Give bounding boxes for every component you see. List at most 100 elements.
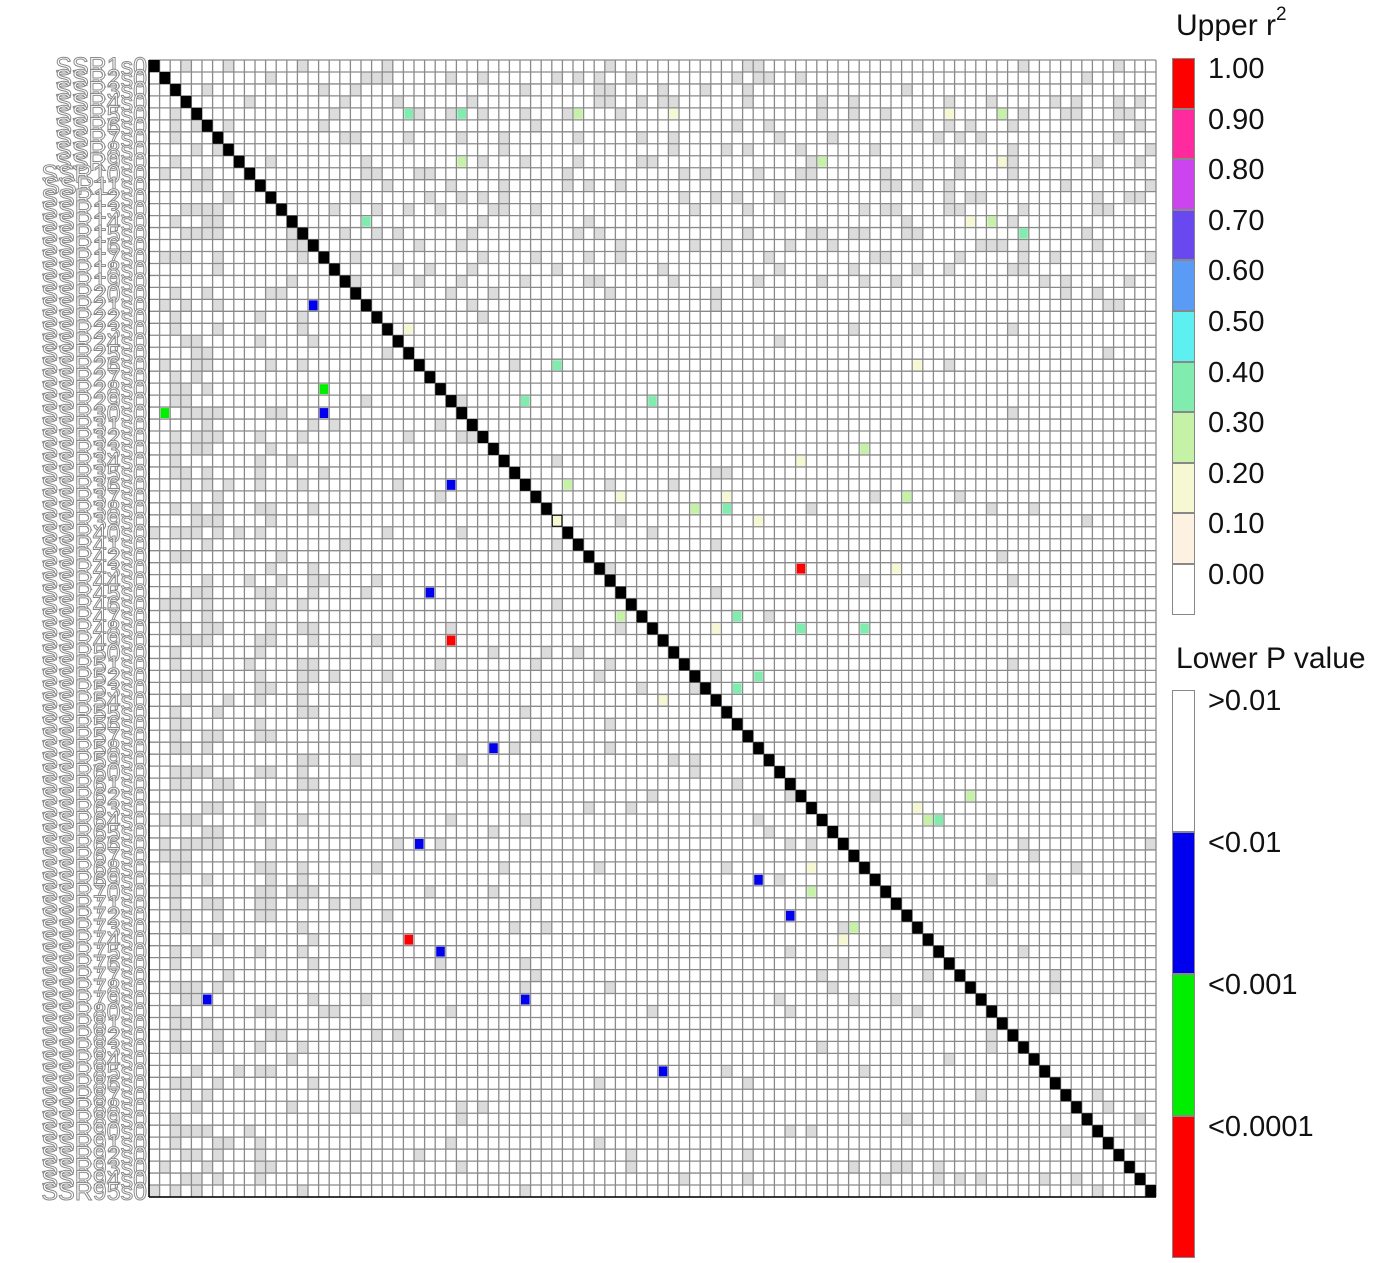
faint-cell: [191, 431, 202, 443]
r2-cell: [987, 216, 996, 227]
faint-cell: [297, 873, 308, 886]
faint-cell: [212, 981, 224, 994]
faint-cell: [827, 239, 838, 252]
faint-cell: [191, 179, 202, 192]
faint-cell: [891, 993, 902, 1006]
diagonal-cell: [986, 1005, 997, 1018]
locus-label: SSR8s0: [55, 137, 147, 165]
locus-label: SSR41s0: [41, 532, 147, 560]
faint-cell: [329, 1005, 340, 1018]
faint-cell: [180, 766, 192, 779]
r2-cell: [722, 491, 731, 502]
faint-cell: [265, 1005, 277, 1018]
faint-cell: [1134, 155, 1146, 168]
locus-label: SSR51s0: [41, 651, 147, 679]
diagonal-cell: [1113, 1149, 1125, 1162]
faint-cell: [212, 837, 224, 850]
upper-legend-swatch: [1172, 58, 1195, 109]
diagonal-cell: [509, 466, 520, 479]
faint-cell: [573, 155, 584, 168]
faint-cell: [859, 574, 870, 587]
faint-cell: [573, 131, 584, 144]
faint-cell: [202, 466, 213, 479]
faint-cell: [191, 1125, 202, 1138]
r2-cell: [934, 815, 943, 825]
faint-cell: [1103, 203, 1114, 216]
faint-cell: [1092, 155, 1103, 168]
faint-cell: [573, 71, 584, 84]
r2-cell: [966, 216, 975, 227]
lower-legend-swatch: [1172, 832, 1195, 974]
faint-cell: [202, 1089, 213, 1102]
faint-cell: [1060, 275, 1072, 288]
faint-cell: [732, 119, 743, 132]
faint-cell: [647, 1005, 658, 1018]
faint-cell: [170, 371, 181, 384]
upper-legend-label: 0.70: [1208, 204, 1265, 237]
r2-cell: [860, 443, 869, 454]
faint-cell: [1060, 1125, 1072, 1138]
locus-label: SSR21s0: [41, 292, 147, 320]
faint-cell: [180, 861, 192, 874]
faint-cell: [202, 598, 213, 611]
faint-cell: [657, 83, 669, 96]
upper-legend-swatch: [1172, 209, 1195, 261]
faint-cell: [986, 873, 997, 886]
faint-cell: [986, 1041, 997, 1054]
faint-cell: [392, 263, 404, 276]
faint-cell: [180, 550, 192, 563]
faint-cell: [255, 634, 266, 647]
faint-cell: [297, 239, 308, 252]
faint-cell: [191, 227, 202, 240]
faint-cell: [795, 71, 807, 84]
faint-cell: [710, 538, 722, 551]
faint-cell: [255, 1149, 266, 1162]
faint-cell: [1071, 1173, 1082, 1186]
diagonal-cell: [286, 215, 298, 228]
faint-cell: [869, 790, 881, 803]
faint-cell: [583, 275, 595, 288]
faint-cell: [742, 95, 754, 108]
faint-cell: [191, 814, 202, 826]
locus-label: SSR69s0: [41, 867, 147, 895]
lower-legend-swatch: [1172, 1116, 1195, 1258]
diagonal-cell: [774, 766, 785, 779]
faint-cell: [742, 83, 754, 96]
faint-cell: [774, 263, 785, 276]
locus-label: SSR90s0: [41, 1118, 147, 1146]
p-value-cell: [489, 743, 498, 754]
faint-cell: [604, 981, 616, 994]
faint-cell: [371, 71, 383, 84]
r2-cell: [563, 479, 572, 490]
faint-cell: [1092, 239, 1103, 252]
faint-cell: [530, 969, 542, 982]
faint-cell: [520, 275, 531, 288]
faint-cell: [1007, 407, 1019, 420]
faint-cell: [202, 514, 213, 527]
faint-cell: [392, 478, 404, 491]
diagonal-cell: [191, 107, 202, 120]
faint-cell: [774, 873, 785, 886]
diagonal-cell: [1145, 1185, 1156, 1197]
faint-cell: [223, 478, 234, 491]
p-value-cell: [436, 946, 445, 957]
faint-cell: [679, 191, 690, 204]
faint-cell: [297, 622, 308, 635]
diagonal-cell: [615, 586, 626, 599]
faint-cell: [350, 1101, 361, 1114]
faint-cell: [424, 167, 436, 180]
faint-cell: [975, 1089, 987, 1102]
locus-label: SSR57s0: [41, 723, 147, 751]
faint-cell: [265, 885, 277, 898]
faint-cell: [170, 598, 181, 611]
faint-cell: [912, 119, 923, 132]
faint-cell: [170, 778, 181, 791]
faint-cell: [212, 490, 224, 503]
faint-cell: [520, 814, 531, 826]
faint-cell: [233, 526, 245, 539]
faint-cell: [202, 873, 213, 886]
upper-legend-title-sup: 2: [1276, 4, 1287, 25]
faint-cell: [159, 359, 171, 372]
faint-cell: [816, 95, 828, 108]
faint-cell: [785, 1005, 796, 1018]
